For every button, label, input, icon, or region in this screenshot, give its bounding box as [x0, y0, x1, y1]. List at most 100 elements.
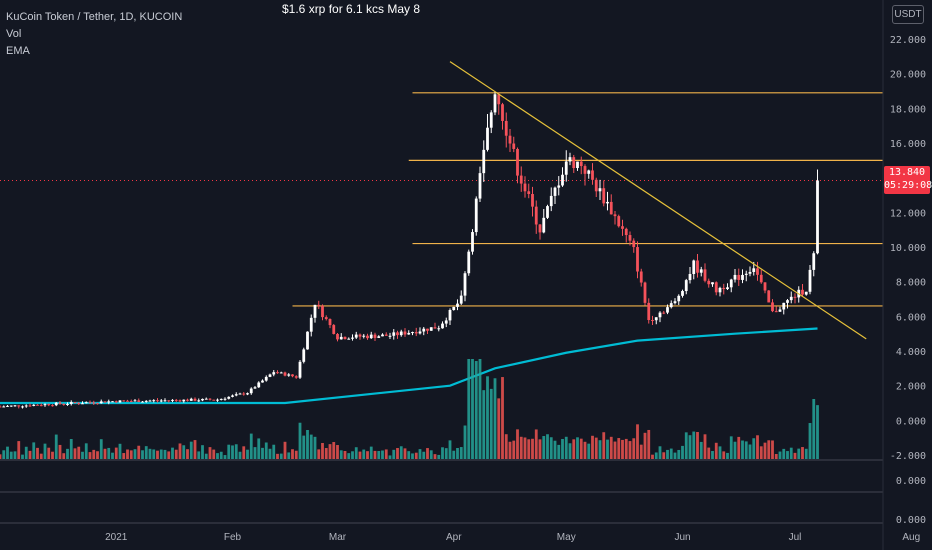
candle-body: [444, 320, 448, 324]
candle-body: [433, 327, 437, 329]
candle-body: [99, 401, 103, 404]
volume-bar: [32, 442, 36, 459]
candle-body: [624, 228, 628, 236]
volume-bar: [519, 436, 523, 459]
candle-body: [317, 304, 321, 306]
lower-pane-tick-label: 0.000: [896, 515, 926, 526]
time-axis[interactable]: 2021 Feb Mar Apr May Jun Jul Aug: [105, 532, 920, 543]
candle-body: [118, 400, 122, 403]
volume-bar: [703, 434, 707, 459]
candle-body: [152, 400, 156, 402]
candle-body: [804, 291, 808, 295]
volume-bar: [88, 452, 92, 459]
candle-body: [613, 214, 617, 217]
candle-body: [542, 217, 546, 233]
volume-bar: [373, 450, 377, 459]
volume-bar: [613, 441, 617, 459]
last-price-value: 13.840: [888, 167, 926, 178]
volume-bar: [797, 448, 801, 459]
volume-bar: [812, 399, 816, 459]
volume-bar: [238, 451, 242, 459]
candle-body: [302, 349, 306, 362]
volume-bar: [654, 452, 658, 459]
candle-body: [257, 382, 261, 388]
candle-body: [726, 287, 729, 290]
candle-body: [9, 405, 13, 407]
volume-bar: [534, 429, 538, 459]
volume-bar: [516, 429, 519, 459]
horizontal-levels[interactable]: [0, 92, 883, 307]
candle-body: [553, 187, 557, 196]
volume-bar: [279, 453, 283, 459]
volume-bar: [167, 451, 171, 459]
volume-bar: [478, 359, 482, 459]
candle-body: [32, 404, 36, 406]
candle-body: [572, 157, 576, 169]
y-tick-label: 8.000: [896, 278, 926, 289]
currency-button[interactable]: USDT: [892, 5, 924, 24]
candle-body: [58, 402, 62, 404]
candle-body: [538, 224, 542, 233]
volume-bar: [186, 449, 189, 459]
x-tick-label: Aug: [902, 532, 920, 543]
volume-bar: [156, 450, 159, 459]
candle-body: [253, 387, 257, 389]
volume-bar: [699, 441, 703, 459]
candle-body: [643, 282, 647, 303]
candle-body: [426, 328, 429, 331]
volume-bar: [159, 449, 163, 459]
volume-bar: [84, 443, 88, 459]
candle-body: [167, 400, 171, 402]
candle-body: [129, 401, 133, 403]
candle-body: [54, 402, 58, 406]
volume-bar: [729, 436, 733, 459]
volume-bar: [414, 452, 418, 459]
volume-bar: [744, 441, 748, 459]
candle-body: [0, 406, 2, 408]
volume-bar: [452, 450, 456, 459]
volume-bar: [332, 442, 336, 459]
candle-body: [673, 301, 677, 304]
trendline[interactable]: [449, 61, 867, 340]
volume-bar: [6, 446, 9, 459]
candle-body: [227, 396, 231, 399]
candle-body: [133, 400, 137, 402]
volume-bar: [759, 446, 763, 459]
volume-bar: [17, 441, 21, 459]
volume-bar: [174, 449, 178, 459]
candle-body: [729, 279, 733, 288]
candle-body: [51, 405, 54, 407]
volume-bar: [403, 448, 407, 459]
candle-body: [223, 398, 227, 400]
volume-bar: [433, 454, 437, 459]
candle-body: [677, 295, 681, 302]
candle-body: [141, 401, 144, 403]
candle-body: [568, 157, 572, 162]
candle-body: [264, 376, 268, 381]
volume-bar: [594, 437, 598, 459]
candle-body: [414, 332, 418, 334]
candle-body: [66, 403, 69, 405]
candle-body: [219, 398, 223, 400]
volume-bar: [114, 447, 118, 459]
volume-bar: [193, 440, 197, 459]
candle-body: [384, 334, 388, 336]
volume-bar: [302, 435, 306, 459]
candle-body: [549, 195, 553, 207]
candle-body: [557, 185, 561, 188]
ema-indicator-label[interactable]: EMA: [6, 45, 30, 57]
candle-body: [28, 405, 32, 407]
candle-body: [249, 388, 253, 394]
candle-body: [508, 135, 512, 144]
volume-bar: [617, 438, 621, 459]
volume-bar: [219, 451, 223, 459]
volume-indicator-label[interactable]: Vol: [6, 28, 22, 40]
price-axis[interactable]: 22.00020.00018.00016.00014.00012.00010.0…: [890, 35, 926, 526]
volume-bar: [77, 446, 81, 459]
last-price-tag: 13.840 05:29:08: [884, 166, 932, 194]
candle-body: [347, 338, 351, 340]
candle-body: [114, 401, 118, 403]
candle-body: [242, 393, 246, 395]
volume-bar: [609, 436, 613, 459]
